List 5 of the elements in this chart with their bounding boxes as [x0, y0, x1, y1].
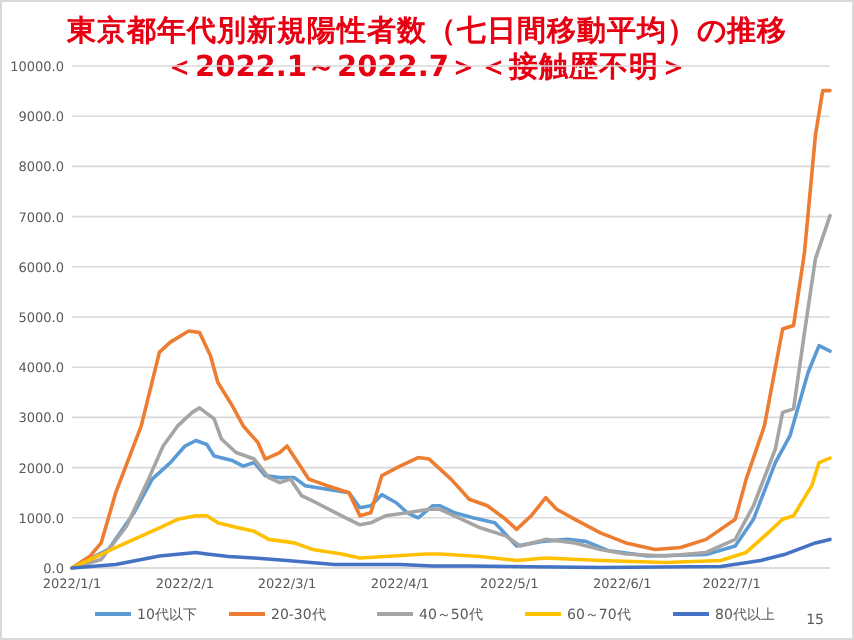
line-series [70, 88, 832, 570]
line-series [70, 537, 832, 570]
chart-title: 東京都年代別新規陽性者数（七日間移動平均）の推移 [65, 12, 787, 48]
chart-subtitle: ＜2022.1～2022.7＞＜接触歴不明＞ [165, 50, 689, 84]
line-series [70, 456, 832, 570]
